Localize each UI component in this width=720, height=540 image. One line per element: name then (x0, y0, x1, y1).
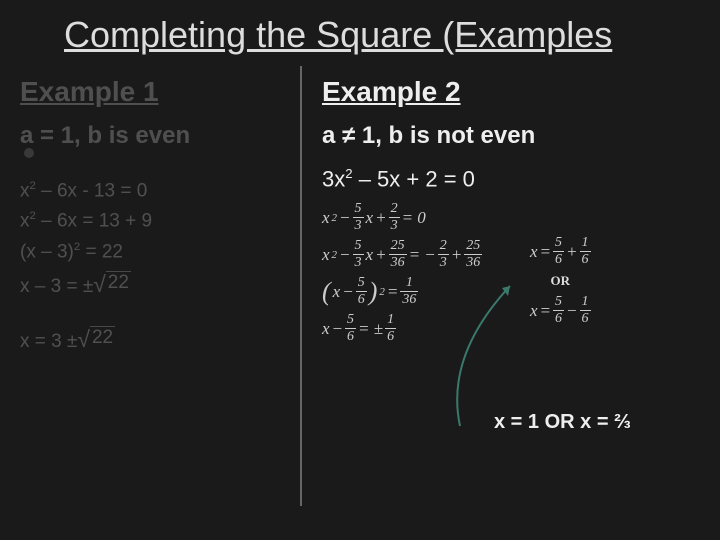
ex1-eq3: (x – 3)2 = 22 (20, 241, 300, 263)
frac-den: 3 (353, 218, 364, 233)
eq-text: – 6x - 13 = 0 (36, 180, 147, 201)
frac-num: 2 (389, 202, 400, 218)
frac-den: 36 (400, 292, 418, 307)
frac-num: 1 (385, 313, 396, 329)
frac-num: 25 (389, 239, 407, 255)
eq-text: = 22 (80, 241, 123, 262)
example-1-panel: Example 1 a = 1, b is even x2 – 6x - 13 … (0, 56, 300, 516)
ex2-equation: 3x2 – 5x + 2 = 0 (322, 166, 720, 192)
ex2-sol2: x= 56 − 16 (530, 295, 591, 326)
plus-sign: + (566, 242, 577, 262)
frac-num: 5 (353, 202, 364, 218)
minus-sign: − (566, 301, 577, 321)
frac-num: 5 (345, 313, 356, 329)
ex2-solutions: x= 56 + 16 OR x= 56 − 16 (530, 236, 591, 332)
ex1-eq5: x = 3 ±√22 (20, 326, 300, 353)
ex2-step1: x2 − 53 x + 23 = 0 (322, 202, 720, 233)
ex1-eq2: x2 – 6x = 13 + 9 (20, 210, 300, 232)
ex1-eq4: x – 3 = ±√22 (20, 271, 300, 298)
ex2-step4: x− 56 = ± 16 (322, 313, 720, 344)
bullet-icon (24, 148, 34, 158)
example-1-condition: a = 1, b is even (20, 122, 300, 150)
eq-text: x (20, 211, 30, 232)
ex2-steps: x2 − 53 x + 23 = 0 x2 − 53 x + 2536 = − … (322, 202, 720, 344)
ex1-eq1: x2 – 6x - 13 = 0 (20, 180, 300, 202)
example-1-heading: Example 1 (20, 76, 300, 108)
example-2-panel: Example 2 a ≠ 1, b is not even 3x2 – 5x … (300, 56, 720, 516)
frac-den: 36 (389, 255, 407, 270)
frac-num: 1 (400, 276, 418, 292)
or-label: OR (530, 273, 591, 289)
page-title: Completing the Square (Examples (0, 0, 720, 56)
eq-text: – 6x = 13 + 9 (36, 211, 152, 232)
frac-den: 6 (385, 329, 396, 344)
frac-den: 3 (389, 218, 400, 233)
ex2-sol1: x= 56 + 16 (530, 236, 591, 267)
frac-den: 6 (345, 329, 356, 344)
ex2-final-answer: x = 1 OR x = ⅔ (494, 411, 631, 434)
example-2-condition: a ≠ 1, b is not even (322, 122, 720, 150)
content-area: Example 1 a = 1, b is even x2 – 6x - 13 … (0, 56, 720, 516)
ex2-step3: ( x− 56 )2 = 136 (322, 276, 720, 307)
ex2-step2: x2 − 53 x + 2536 = − 23 + 2536 (322, 239, 720, 270)
example-2-heading: Example 2 (322, 76, 720, 108)
eq-text: (x – 3) (20, 241, 74, 262)
eq-text: x (20, 180, 30, 201)
